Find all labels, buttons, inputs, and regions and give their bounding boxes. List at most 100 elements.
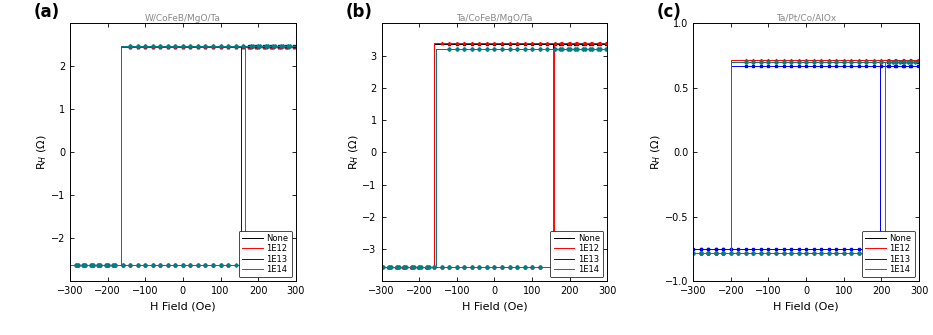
None [732,251,744,255]
Legend: None, 1E12, 1E13, 1E14: None, 1E12, 1E13, 1E14 [550,231,604,277]
1E14 [117,263,128,267]
1E13 [405,265,416,269]
None [91,263,103,267]
1E12 [238,45,249,49]
1E13 [91,263,103,267]
Y-axis label: R$_{H}$ (Ω): R$_{H}$ (Ω) [347,135,361,170]
1E12 [105,263,117,267]
None [548,43,559,47]
1E12 [115,263,126,267]
None [238,45,249,49]
1E14 [733,251,745,255]
1E14 [548,47,559,51]
None [404,265,415,269]
None [550,43,561,47]
None [427,265,439,269]
Line: 1E12: 1E12 [382,44,607,267]
None [115,263,126,267]
1E13 [105,263,117,267]
1E14 [290,44,301,48]
1E14 [240,44,251,48]
None [116,263,127,267]
None [602,43,613,47]
Line: 1E14: 1E14 [382,49,607,267]
Line: 1E13: 1E13 [382,49,607,267]
Line: 1E12: 1E12 [70,47,296,265]
None [900,60,912,64]
Y-axis label: R$_{H}$ (Ω): R$_{H}$ (Ω) [35,135,49,170]
Title: W/CoFeB/MgO/Ta: W/CoFeB/MgO/Ta [145,14,221,23]
1E13 [602,47,613,51]
1E12 [404,265,415,269]
1E12 [874,58,885,62]
1E13 [744,247,755,251]
Line: 1E12: 1E12 [693,60,919,253]
1E13 [290,44,301,48]
1E12 [602,42,613,46]
Text: (c): (c) [657,3,682,21]
1E12 [428,265,439,269]
1E13 [590,47,601,51]
1E14 [91,263,103,267]
Title: Ta/Pt/Co/AlOx: Ta/Pt/Co/AlOx [776,14,836,23]
Legend: None, 1E12, 1E13, 1E14: None, 1E12, 1E13, 1E14 [862,231,915,277]
1E13 [708,247,719,251]
1E13 [913,64,925,68]
Text: (b): (b) [345,3,372,21]
1E14 [106,263,118,267]
None [105,263,117,267]
1E12 [602,42,613,46]
1E12 [290,45,301,49]
1E13 [290,44,301,48]
None [874,60,885,64]
1E14 [745,251,757,255]
1E12 [856,58,868,62]
None [913,60,925,64]
1E14 [417,265,428,269]
Line: None: None [382,45,607,267]
1E13 [856,64,868,68]
1E12 [548,42,559,46]
1E14 [427,265,439,269]
1E12 [744,251,755,255]
None [278,45,289,49]
1E14 [238,44,249,48]
1E14 [880,60,891,64]
1E14 [708,251,719,255]
1E14 [278,44,289,48]
1E14 [290,44,301,48]
1E13 [115,263,126,267]
1E12 [290,45,301,49]
1E13 [732,247,744,251]
1E13 [548,47,559,51]
1E12 [116,263,127,267]
1E14 [856,60,868,64]
None [725,251,736,255]
1E13 [550,47,562,51]
Line: 1E13: 1E13 [693,66,919,249]
1E14 [115,263,126,267]
Line: None: None [70,47,296,265]
1E13 [236,44,247,48]
Title: Ta/CoFeB/MgO/Ta: Ta/CoFeB/MgO/Ta [456,14,533,23]
Legend: None, 1E12, 1E13, 1E14: None, 1E12, 1E13, 1E14 [239,231,292,277]
1E14 [590,47,601,51]
1E14 [550,47,562,51]
1E13 [278,44,289,48]
Line: 1E14: 1E14 [70,46,296,265]
1E12 [427,265,439,269]
1E14 [405,265,416,269]
1E12 [913,58,925,62]
1E12 [236,45,247,49]
1E14 [913,60,925,64]
None [602,43,613,47]
None [236,45,247,49]
1E14 [602,47,613,51]
1E13 [116,263,127,267]
X-axis label: H Field (Oe): H Field (Oe) [462,302,527,312]
Text: (a): (a) [34,3,60,21]
None [913,60,925,64]
1E12 [278,45,289,49]
1E12 [732,251,744,255]
1E14 [725,251,736,255]
